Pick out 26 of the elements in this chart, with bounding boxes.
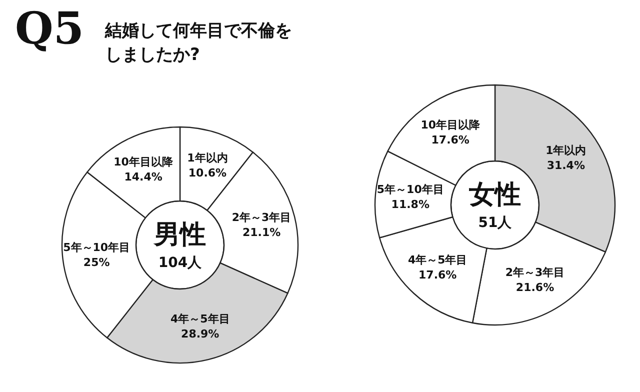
slice-label: 1年以内	[546, 144, 586, 158]
data-label: 21.6%	[516, 280, 554, 294]
chart-subtitle: 結婚して何年目で不倫をしましたか?	[104, 21, 292, 65]
slice-label: 2年～3年目	[505, 266, 565, 279]
slice-label: 10年目以降	[420, 118, 482, 132]
slice-label: 1年以内	[187, 152, 228, 165]
data-label: 28.9%	[181, 328, 220, 341]
data-label: 17.6%	[418, 268, 457, 282]
data-label: 31.4%	[546, 159, 585, 172]
chart-title: Q5	[15, 4, 84, 54]
slice-label: 10年目以降	[114, 155, 174, 168]
slice-label: 4年～5年目	[408, 254, 468, 267]
data-label: 25%	[83, 256, 110, 270]
slice-label: 5年～10年目	[376, 183, 444, 196]
text: 51人	[478, 215, 513, 231]
text: 女性	[468, 180, 521, 210]
slice-label: 5年～10年目	[63, 241, 130, 254]
slice-label: 2年～3年目	[232, 210, 292, 224]
text: 男性	[153, 220, 206, 250]
data-label: 17.6%	[431, 134, 470, 147]
data-label: 10.6%	[188, 166, 227, 180]
text: 104人	[158, 255, 203, 271]
data-label: 21.1%	[242, 226, 281, 239]
data-label: 14.4%	[124, 170, 162, 184]
slice-label: 4年～5年目	[170, 312, 230, 326]
data-label: 11.8%	[391, 198, 430, 211]
